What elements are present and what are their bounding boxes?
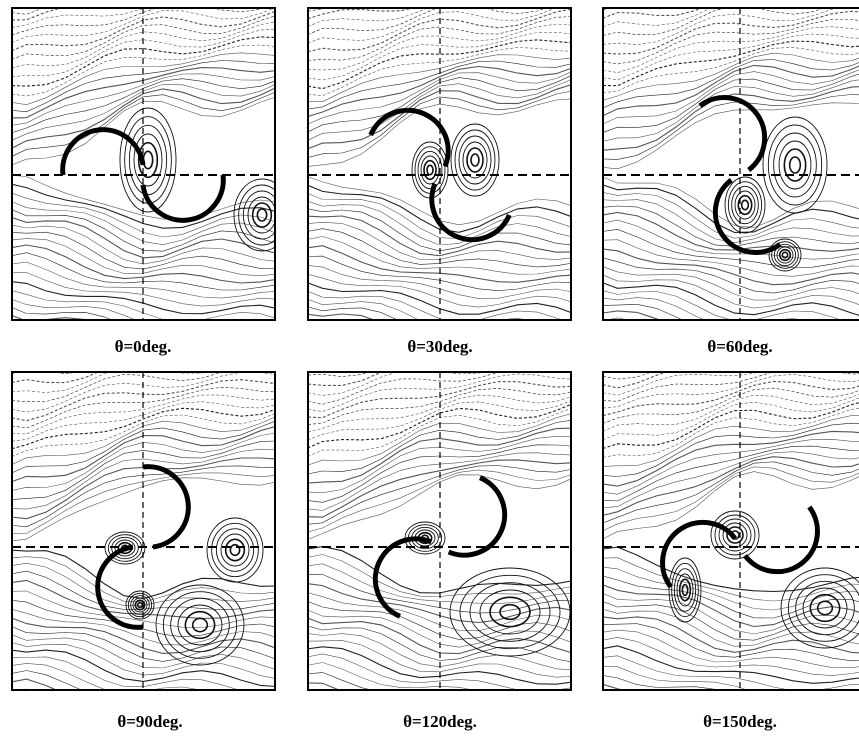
- flow-panel: [7, 0, 290, 388]
- panel-caption: θ=30deg.: [407, 337, 472, 356]
- panel-caption: θ=90deg.: [117, 712, 182, 731]
- flow-panel: [598, 323, 859, 746]
- panel-caption: θ=0deg.: [115, 337, 172, 356]
- streamline: [598, 0, 859, 4]
- streamline: [7, 0, 280, 8]
- panel-caption: θ=60deg.: [707, 337, 772, 356]
- panel-caption: θ=120deg.: [403, 712, 477, 731]
- flow-panel: [303, 0, 576, 386]
- flow-panel: [303, 325, 576, 746]
- figure: θ=0deg. θ=30deg. θ=60deg. θ=90deg. θ=120…: [0, 0, 859, 746]
- flow-panel: [7, 328, 280, 746]
- flow-panel: [598, 0, 859, 385]
- streamline: [303, 0, 576, 4]
- panel-caption: θ=150deg.: [703, 712, 777, 731]
